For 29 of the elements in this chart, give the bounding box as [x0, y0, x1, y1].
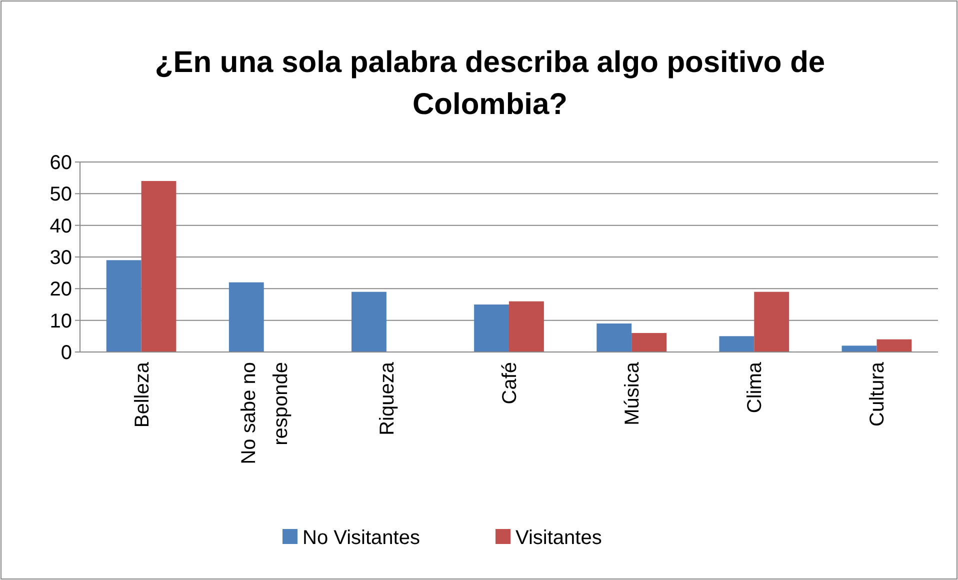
bar — [509, 301, 544, 352]
x-tick-label: Clima — [744, 361, 766, 414]
legend-label: No Visitantes — [302, 527, 420, 549]
bar — [719, 336, 754, 352]
bar — [474, 304, 509, 352]
bar — [351, 292, 386, 352]
x-tick-label: No sabe no responde — [238, 362, 292, 464]
legend-label: Visitantes — [516, 527, 602, 549]
x-tick-label: Café — [499, 362, 521, 404]
bar — [141, 181, 176, 352]
x-tick-label: Cultura — [866, 361, 889, 426]
y-tick-label: 10 — [50, 310, 72, 332]
y-tick-label: 50 — [50, 184, 72, 206]
y-tick-label: 0 — [60, 342, 72, 364]
y-tick-label: 30 — [50, 247, 72, 269]
bar — [632, 333, 667, 352]
x-tick-label: Riqueza — [376, 361, 398, 436]
y-tick-label: 60 — [50, 152, 72, 174]
bar — [228, 282, 264, 352]
y-tick-label: 20 — [50, 278, 72, 301]
x-tick-label: Belleza — [131, 361, 154, 428]
bar — [754, 292, 790, 352]
bar — [876, 339, 912, 352]
y-tick-label: 40 — [50, 215, 72, 238]
chart-title: ¿En una sola palabra describa algo positivo de Colombia? — [154, 46, 826, 121]
bar — [106, 260, 142, 352]
bar — [842, 346, 877, 352]
x-tick-label: Música — [622, 361, 644, 426]
bar — [596, 324, 632, 352]
